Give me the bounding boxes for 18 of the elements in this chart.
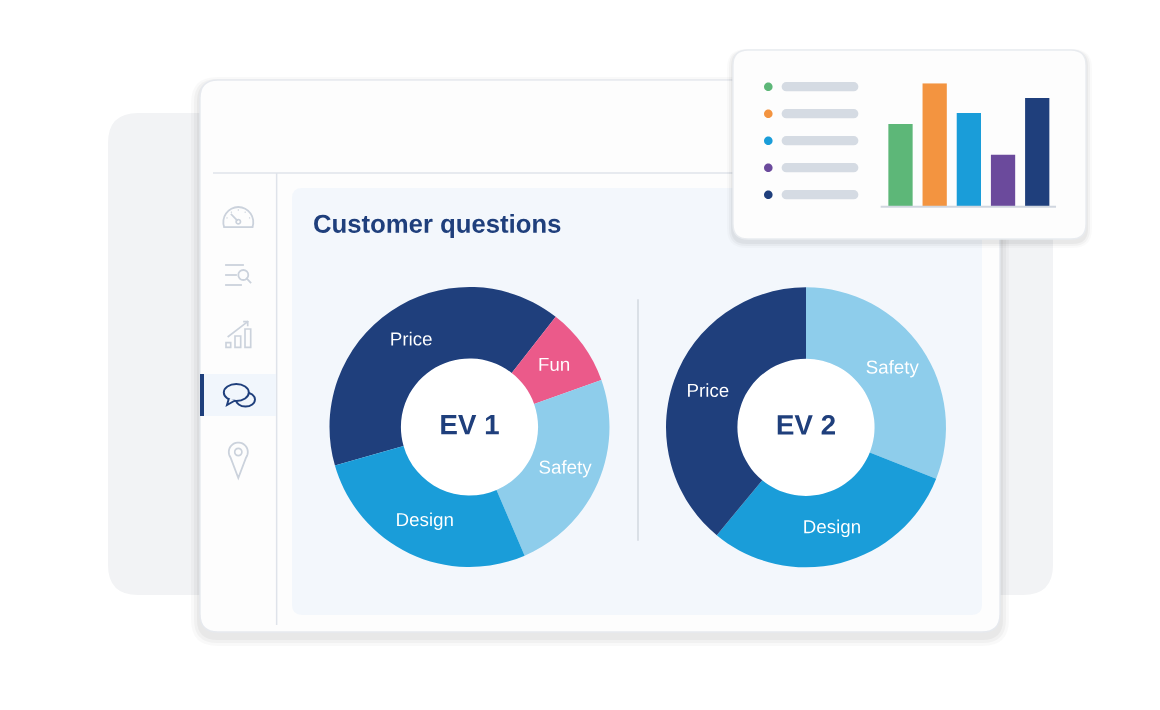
slice-label: Safety — [539, 460, 592, 478]
bar — [888, 124, 913, 207]
bar — [956, 112, 981, 207]
slice-label: Design — [397, 512, 453, 530]
donut-slice — [511, 316, 602, 404]
donut-slice — [334, 445, 525, 567]
chart-title: Customer questions — [314, 214, 561, 238]
slice-label: Safety — [866, 359, 919, 378]
bar — [922, 83, 947, 207]
slice-label: Price — [391, 331, 432, 346]
text: EV 1 — [441, 415, 499, 435]
text: EV 2 — [777, 415, 835, 435]
slice-label: Price — [688, 383, 729, 397]
bar — [1025, 98, 1050, 207]
slice-label: Fun — [539, 357, 570, 372]
slice-label: Design — [804, 519, 860, 538]
donut-slice — [716, 452, 937, 568]
bar — [990, 154, 1016, 207]
